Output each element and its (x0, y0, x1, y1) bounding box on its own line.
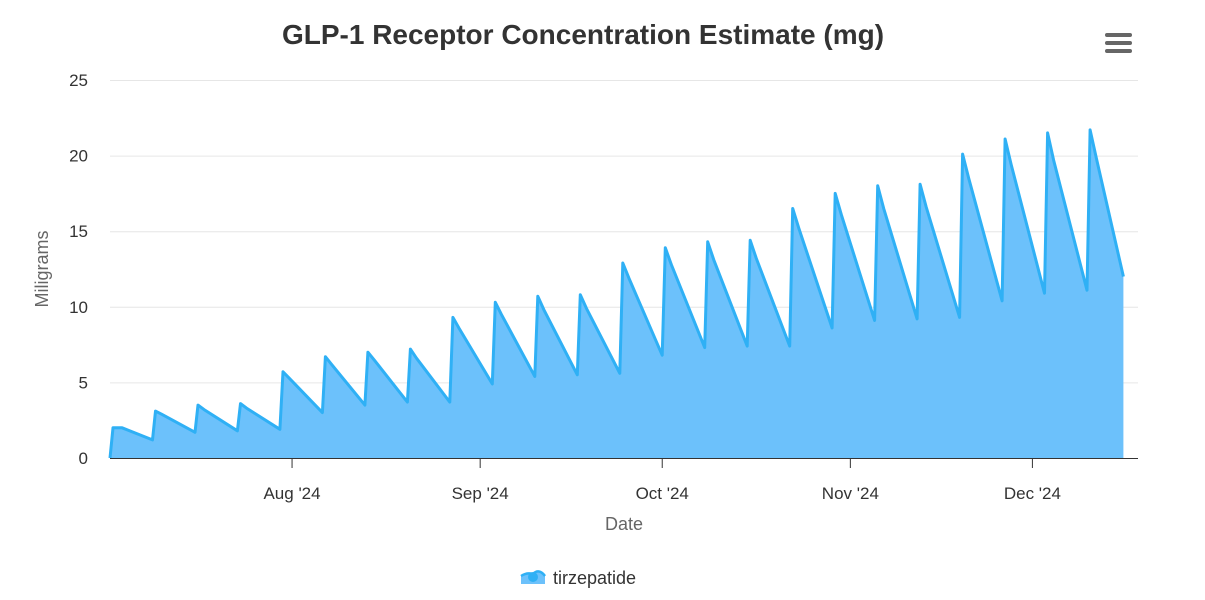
x-tick-label: Dec '24 (1004, 484, 1061, 503)
x-axis-label: Date (605, 514, 643, 534)
y-tick-label: 15 (69, 222, 88, 241)
x-tick-label: Aug '24 (263, 484, 320, 503)
legend-item-tirzepatide[interactable]: tirzepatide (520, 568, 636, 588)
chart-menu-button[interactable] (1100, 28, 1136, 58)
chart-title: GLP-1 Receptor Concentration Estimate (m… (282, 19, 884, 50)
y-tick-label: 20 (69, 147, 88, 166)
area-fill (110, 129, 1124, 458)
legend-label: tirzepatide (553, 568, 636, 588)
x-tick-label: Oct '24 (636, 484, 689, 503)
y-tick-label: 5 (79, 373, 88, 392)
x-tick-label: Sep '24 (452, 484, 509, 503)
area-symbol-icon (520, 570, 546, 584)
y-tick-label: 0 (79, 449, 88, 468)
y-tick-label: 25 (69, 71, 88, 90)
x-axis-ticks: Aug '24 Sep '24 Oct '24 Nov '24 Dec '24 (263, 458, 1061, 503)
hamburger-menu-icon (1105, 33, 1132, 53)
y-tick-label: 10 (69, 298, 88, 317)
y-axis-ticks: 0 5 10 15 20 25 (69, 71, 88, 468)
x-tick-label: Nov '24 (822, 484, 879, 503)
series-tirzepatide[interactable] (108, 128, 1125, 459)
y-axis-label: Miligrams (32, 230, 52, 307)
